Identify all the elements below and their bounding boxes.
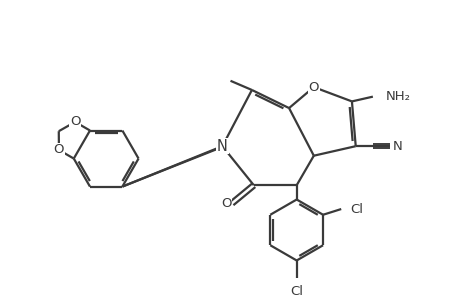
Text: O: O bbox=[308, 81, 319, 94]
Text: O: O bbox=[70, 116, 80, 128]
Text: O: O bbox=[220, 197, 231, 210]
Text: Cl: Cl bbox=[290, 285, 302, 298]
Text: N: N bbox=[392, 140, 402, 153]
Text: NH₂: NH₂ bbox=[386, 90, 410, 103]
Text: N: N bbox=[217, 139, 227, 154]
Text: O: O bbox=[70, 116, 80, 128]
Text: Cl: Cl bbox=[350, 202, 363, 215]
Text: N: N bbox=[217, 139, 227, 154]
Text: O: O bbox=[54, 143, 64, 157]
Text: O: O bbox=[54, 143, 64, 157]
